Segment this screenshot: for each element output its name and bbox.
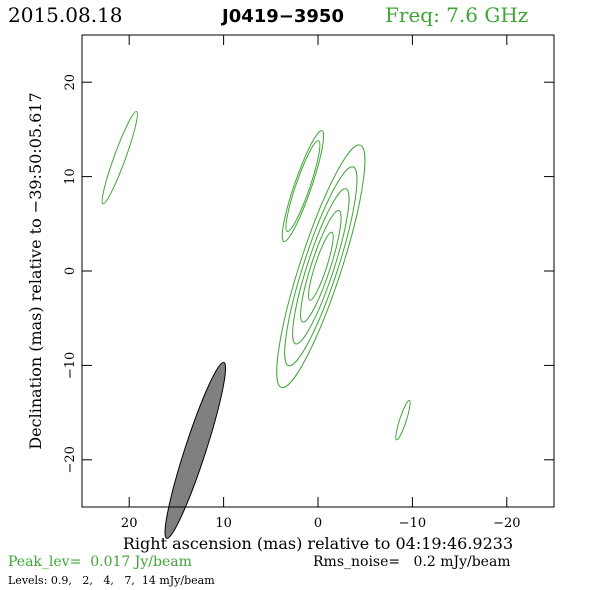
source-name: J0419−3950 [220, 6, 344, 27]
peak-level: Peak_lev= 0.017 Jy/beam [8, 554, 192, 570]
contour-comp2-level3 [300, 209, 342, 323]
y-tick-label-0: 20 [63, 74, 78, 91]
y-axis-ticks: 20 10 0 −10 −20 [63, 74, 554, 474]
x-tick-label-2: 0 [314, 516, 322, 531]
x-tick-label-4: −20 [493, 516, 520, 531]
y-tick-label-2: 0 [63, 267, 78, 275]
observation-date: 2015.08.18 [8, 3, 123, 27]
frequency-label: Freq: 7.6 GHz [385, 3, 528, 27]
x-tick-label-1: 10 [215, 516, 232, 531]
y-tick-label-3: −10 [63, 352, 78, 379]
y-tick-label-4: −20 [63, 446, 78, 473]
y-tick-label-1: 10 [63, 168, 78, 185]
y-axis-label: Declination (mas) relative to −39:50:05.… [26, 92, 45, 449]
contour-levels: Levels: 0.9, 2, 4, 7, 14 mJy/beam [8, 574, 215, 587]
contour-comp0-level0 [101, 111, 138, 205]
rms-noise: Rms_noise= 0.2 mJy/beam [313, 554, 511, 570]
beam-ellipse [164, 361, 227, 539]
contour-comp1-level0 [281, 130, 325, 242]
beam-group [164, 361, 227, 539]
contour-comp2-level4 [307, 231, 334, 301]
contour-comp3-level0 [395, 399, 411, 441]
x-axis-ticks: 20 10 0 −10 −20 [121, 35, 521, 531]
x-axis-label: Right ascension (mas) relative to 04:19:… [123, 534, 513, 553]
plot-frame [81, 34, 555, 508]
x-tick-label-0: 20 [121, 516, 138, 531]
x-tick-label-3: −10 [399, 516, 426, 531]
contour-comp2-level0 [276, 144, 366, 389]
contour-group [101, 111, 411, 441]
contour-comp2-level1 [284, 166, 358, 367]
contour-comp2-level2 [292, 188, 350, 345]
contour-comp1-level1 [285, 140, 321, 232]
